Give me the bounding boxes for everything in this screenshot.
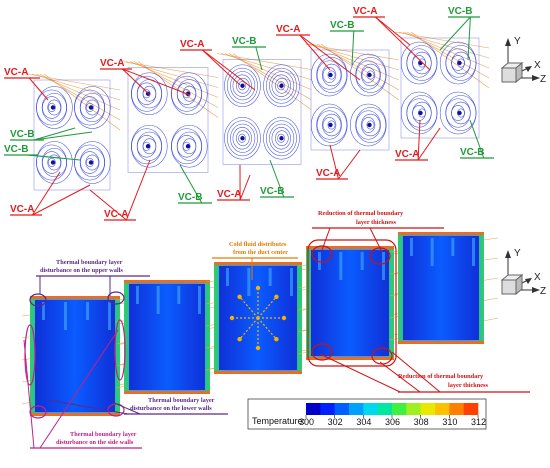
annotations: Cold fluid distributes from the duct cen… [23,210,530,449]
vc-a-label: VC-A [104,209,128,220]
temperature-panels [21,232,499,419]
axis-z-label: Z [540,74,546,85]
vc-a-label: VC-A [217,189,241,200]
vc-b-label: VC-B [178,192,202,203]
cold-fluid-note: Cold fluid distributes from the duct cen… [229,241,288,256]
reduction-bottom-note: Reduction of thermal boundary layer thic… [398,373,488,389]
colorbar-tick-label: 312 [471,417,486,427]
vc-b-label: VC-B [330,20,354,31]
vc-b-label: VC-B [10,129,34,140]
reduction-top-note: Reduction of thermal boundary layer thic… [318,210,405,226]
colorbar-tick-label: 302 [328,417,343,427]
vc-a-label: VC-A [395,149,419,160]
upper-walls-note: Thermal boundary layer disturbance on th… [40,259,124,274]
axis-z-label: Z [540,286,546,297]
vc-a-label: VC-A [10,204,34,215]
vc-b-label: VC-B [232,36,256,47]
vc-b-label: VC-B [448,6,472,17]
vc-a-label: VC-A [4,67,28,78]
axis-x-label: X [534,60,541,71]
colorbar-tick-label: 308 [414,417,429,427]
side-walls-note: Thermal boundary layer disturbance on th… [56,431,138,446]
vortex-labels: VC-A VC-A VC-A VC-B VC-A VC-B VC-A VC-B … [4,6,494,221]
temperature-slice [297,246,409,360]
vc-a-label: VC-A [353,6,377,17]
vc-b-label: VC-B [260,186,284,197]
vc-a-label: VC-A [100,58,124,69]
streamline-panel [304,43,400,151]
vc-a-label: VC-A [180,39,204,50]
streamline-panels [27,31,490,191]
streamline-panel [121,61,219,173]
streamline-panel [394,31,490,139]
temperature-slice [115,280,225,394]
vc-a-label: VC-A [316,168,340,179]
axis-triad-top: Y X Z [500,36,546,85]
temperature-slice [389,232,499,344]
colorbar-tick-label: 300 [299,417,314,427]
axis-y-label: Y [514,248,521,259]
colorbar-tick-label: 304 [356,417,371,427]
vc-b-label: VC-B [4,144,28,155]
axis-x-label: X [534,272,541,283]
lower-walls-note: Thermal boundary layer disturbance on th… [130,397,216,412]
streamline-panel [27,73,121,191]
temperature-colorbar: Temperature: 300 302 304 306 308 310 312 [247,398,487,430]
colorbar-tick-label: 306 [385,417,400,427]
vc-a-label: VC-A [276,24,300,35]
streamline-panel [216,53,312,165]
vc-b-label: VC-B [460,147,484,158]
colorbar-tick-label: 310 [442,417,457,427]
colorbar-label: Temperature: [252,416,305,426]
temperature-slice [205,262,317,374]
axis-triad-bottom: Y X Z [500,248,546,297]
axis-y-label: Y [514,36,521,47]
temperature-slice [21,296,135,416]
